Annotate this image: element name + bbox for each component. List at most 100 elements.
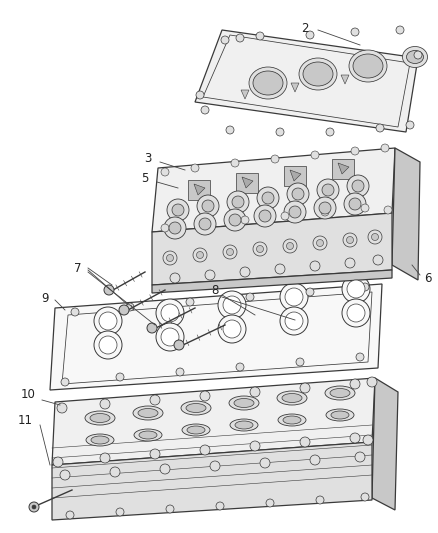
Circle shape (194, 213, 216, 235)
Circle shape (306, 288, 314, 296)
Ellipse shape (277, 391, 307, 405)
Ellipse shape (325, 386, 355, 400)
Circle shape (316, 496, 324, 504)
Circle shape (236, 363, 244, 371)
Circle shape (119, 305, 129, 315)
Circle shape (280, 283, 308, 311)
Text: 2: 2 (301, 21, 309, 35)
Circle shape (218, 315, 246, 343)
Text: 6: 6 (424, 271, 432, 285)
Circle shape (241, 216, 249, 224)
Circle shape (321, 208, 329, 216)
Circle shape (226, 126, 234, 134)
Polygon shape (188, 180, 210, 200)
Circle shape (260, 458, 270, 468)
Circle shape (266, 499, 274, 507)
Circle shape (381, 144, 389, 152)
Circle shape (166, 505, 174, 513)
Ellipse shape (330, 389, 350, 398)
Circle shape (342, 275, 370, 303)
Circle shape (160, 464, 170, 474)
Circle shape (275, 264, 285, 274)
Circle shape (254, 205, 276, 227)
Circle shape (342, 299, 370, 327)
Circle shape (163, 251, 177, 265)
Circle shape (347, 175, 369, 197)
Ellipse shape (249, 67, 287, 99)
Circle shape (161, 304, 179, 322)
Circle shape (29, 502, 39, 512)
Polygon shape (152, 148, 395, 232)
Ellipse shape (134, 429, 162, 441)
Circle shape (161, 168, 169, 176)
Circle shape (371, 233, 378, 240)
Ellipse shape (230, 419, 258, 431)
Circle shape (164, 217, 186, 239)
Circle shape (224, 209, 246, 231)
Circle shape (280, 307, 308, 335)
Circle shape (322, 184, 334, 196)
Polygon shape (52, 378, 375, 465)
Circle shape (406, 121, 414, 129)
Circle shape (66, 511, 74, 519)
Polygon shape (236, 173, 258, 193)
Ellipse shape (91, 436, 109, 444)
Circle shape (355, 452, 365, 462)
Circle shape (161, 224, 169, 232)
Circle shape (367, 377, 377, 387)
Circle shape (61, 378, 69, 386)
Circle shape (310, 261, 320, 271)
Circle shape (205, 270, 215, 280)
Circle shape (250, 387, 260, 397)
Polygon shape (152, 270, 392, 293)
Circle shape (361, 204, 369, 212)
Ellipse shape (85, 411, 115, 425)
Circle shape (384, 206, 392, 214)
Ellipse shape (187, 426, 205, 434)
Circle shape (150, 449, 160, 459)
Circle shape (343, 233, 357, 247)
Circle shape (99, 312, 117, 330)
Circle shape (176, 368, 184, 376)
Ellipse shape (331, 411, 349, 419)
Polygon shape (341, 75, 349, 84)
Ellipse shape (326, 409, 354, 421)
Circle shape (350, 379, 360, 389)
Ellipse shape (181, 401, 211, 415)
Circle shape (310, 455, 320, 465)
Circle shape (71, 308, 79, 316)
Circle shape (216, 502, 224, 510)
Circle shape (110, 467, 120, 477)
Circle shape (104, 285, 114, 295)
Circle shape (200, 391, 210, 401)
Ellipse shape (253, 71, 283, 95)
Circle shape (271, 155, 279, 163)
Circle shape (314, 197, 336, 219)
Circle shape (283, 239, 297, 253)
Ellipse shape (133, 406, 163, 420)
Ellipse shape (303, 62, 333, 86)
Ellipse shape (138, 408, 158, 417)
Circle shape (116, 373, 124, 381)
Text: 3: 3 (144, 151, 152, 165)
Circle shape (250, 441, 260, 451)
Polygon shape (242, 177, 253, 188)
Circle shape (200, 445, 210, 455)
Circle shape (202, 200, 214, 212)
Circle shape (262, 192, 274, 204)
Circle shape (94, 307, 122, 335)
Circle shape (170, 273, 180, 283)
Text: 11: 11 (18, 414, 32, 426)
Ellipse shape (182, 424, 210, 436)
Circle shape (345, 258, 355, 268)
Circle shape (350, 433, 360, 443)
Circle shape (150, 395, 160, 405)
Circle shape (414, 51, 422, 59)
Circle shape (346, 237, 353, 244)
Circle shape (186, 298, 194, 306)
Circle shape (236, 34, 244, 42)
Ellipse shape (299, 58, 337, 90)
Ellipse shape (282, 393, 302, 402)
Ellipse shape (90, 414, 110, 423)
Circle shape (193, 248, 207, 262)
